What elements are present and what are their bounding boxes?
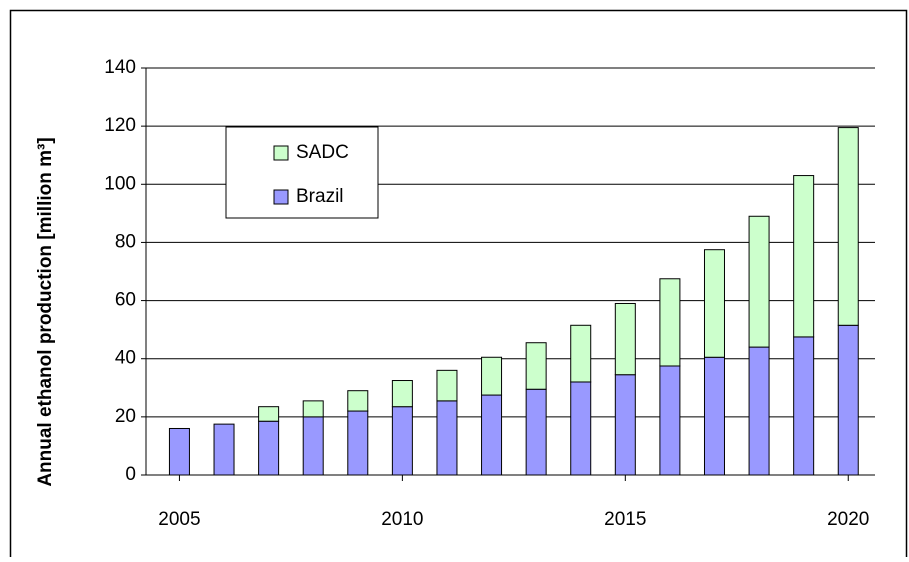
- y-tick-label: 120: [104, 115, 136, 136]
- bar-segment: [168, 427, 190, 476]
- bar-segment: [258, 406, 280, 422]
- bar-segment: [837, 324, 859, 476]
- y-tick-label: 140: [104, 57, 136, 78]
- bar-segment: [391, 406, 413, 476]
- bar-segment: [837, 127, 859, 326]
- bar-segment: [481, 394, 503, 476]
- bar-segment: [614, 302, 636, 376]
- bar-segment: [481, 356, 503, 396]
- bar-segment: [793, 336, 815, 476]
- bar-segment: [793, 175, 815, 338]
- x-tick-label: 2020: [827, 509, 869, 530]
- bar-segment: [436, 369, 458, 402]
- bar-segment: [703, 356, 725, 476]
- bar-segment: [570, 324, 592, 383]
- y-tick-label: 60: [115, 290, 136, 311]
- bar-segment: [570, 381, 592, 476]
- bar-segment: [748, 215, 770, 348]
- y-tick-label: 0: [125, 464, 136, 485]
- legend-swatch: [273, 145, 289, 161]
- bar-segment: [703, 249, 725, 358]
- bar-segment: [659, 278, 681, 367]
- bar-segment: [258, 420, 280, 476]
- bar-segment: [213, 423, 235, 476]
- frame: [9, 9, 908, 562]
- bar-segment: [748, 346, 770, 476]
- bar-segment: [614, 374, 636, 476]
- legend-label: Brazil: [296, 186, 344, 207]
- y-tick-label: 20: [115, 406, 136, 427]
- y-tick-label: 80: [115, 231, 136, 252]
- y-tick-label: 40: [115, 348, 136, 369]
- legend-box: [225, 126, 379, 219]
- legend-swatch: [273, 189, 289, 205]
- bar-segment: [436, 400, 458, 476]
- bar-segment: [525, 342, 547, 390]
- bar-segment: [347, 410, 369, 476]
- bar-segment: [347, 390, 369, 412]
- x-tick-label: 2005: [158, 509, 200, 530]
- bar-segment: [525, 388, 547, 476]
- bar-segment: [302, 416, 324, 476]
- bar-segment: [659, 365, 681, 476]
- y-tick-label: 100: [104, 173, 136, 194]
- x-tick-label: 2010: [381, 509, 423, 530]
- bar-segment: [391, 380, 413, 408]
- bar-segment: [302, 400, 324, 418]
- y-axis-label: Annual ethanol production [million m³]: [35, 137, 56, 486]
- x-tick-label: 2015: [604, 509, 646, 530]
- legend-label: SADC: [296, 142, 349, 163]
